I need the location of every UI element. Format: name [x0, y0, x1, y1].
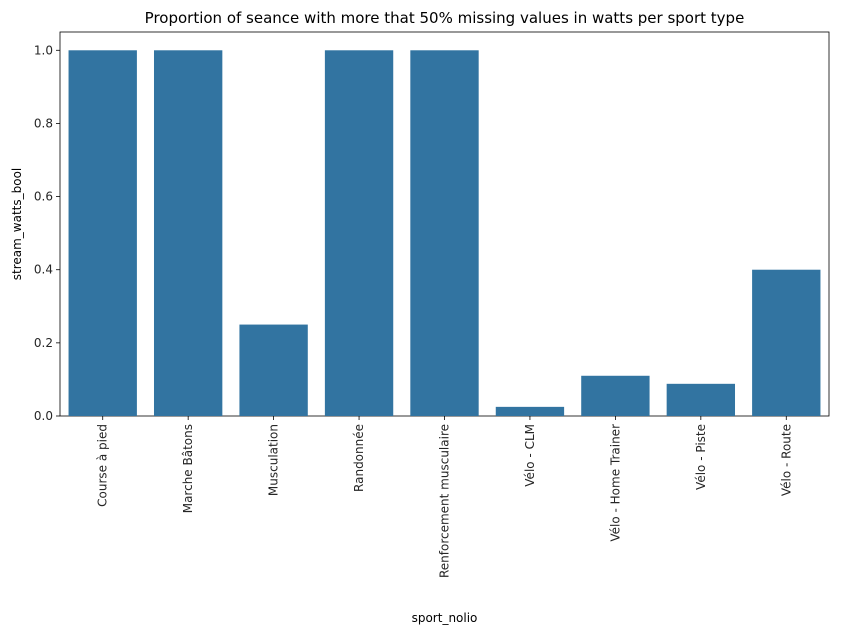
x-tick-label: Musculation [267, 424, 281, 496]
bars-group [68, 50, 821, 417]
y-tick-label: 0.4 [34, 263, 53, 277]
y-tick-label: 0.8 [34, 116, 53, 130]
x-tick-label: Course à pied [96, 424, 110, 507]
bar [324, 50, 394, 417]
x-tick-label: Renforcement musculaire [438, 424, 452, 578]
y-tick-label: 1.0 [34, 43, 53, 57]
bar [581, 375, 650, 416]
x-tick-label: Vélo - Route [779, 424, 793, 496]
y-tick-label: 0.6 [34, 190, 53, 204]
bar [752, 269, 821, 416]
y-tick-label: 0.2 [34, 336, 53, 350]
bar [495, 406, 565, 416]
y-axis-label: stream_watts_bool [10, 168, 24, 281]
bar [239, 324, 308, 416]
x-tick-label: Vélo - Piste [694, 424, 708, 490]
y-tick-label: 0.0 [34, 409, 53, 423]
bar [410, 50, 479, 417]
bar [68, 50, 137, 417]
bar [153, 50, 223, 417]
x-tick-label: Randonnée [352, 424, 366, 492]
y-axis: 0.0 0.2 0.4 0.6 0.8 1.0 [34, 43, 60, 423]
x-tick-label: Marche Bâtons [181, 424, 195, 513]
x-tick-label: Vélo - CLM [523, 424, 537, 487]
chart-title: Proportion of seance with more that 50% … [145, 9, 745, 27]
x-tick-label: Vélo - Home Trainer [608, 424, 622, 542]
x-axis-label: sport_nolio [412, 611, 478, 625]
x-axis: Course à pied Marche Bâtons Musculation Ran… [96, 416, 793, 578]
bar [666, 383, 736, 416]
